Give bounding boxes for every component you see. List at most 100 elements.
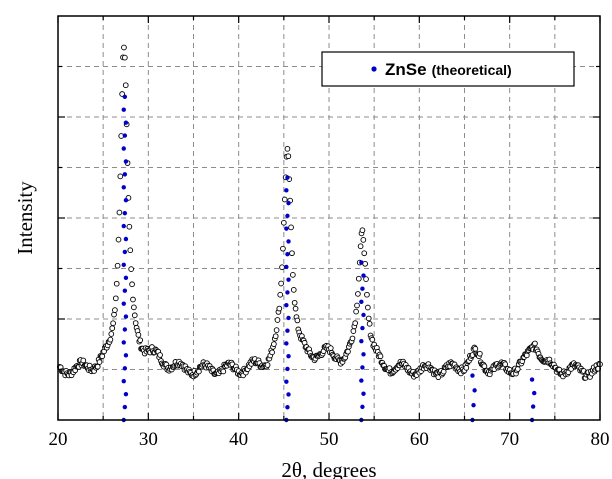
data-point-theoretical <box>284 226 289 231</box>
data-point-experimental <box>157 352 163 358</box>
data-point-theoretical <box>286 239 291 244</box>
x-tick-label: 30 <box>139 429 158 450</box>
data-point-theoretical <box>359 378 364 383</box>
x-tick-label: 80 <box>591 429 610 450</box>
data-point-theoretical <box>121 185 126 190</box>
data-point-experimental <box>264 362 271 368</box>
data-point-theoretical <box>361 352 366 357</box>
data-point-experimental <box>115 236 122 243</box>
x-tick-label: 50 <box>320 429 339 450</box>
data-point-experimental <box>364 291 370 298</box>
data-point-theoretical <box>532 390 537 396</box>
x-tick-labels: 20 30 40 50 60 70 80 <box>49 429 610 450</box>
data-point-experimental <box>121 44 127 51</box>
data-point-theoretical <box>360 365 365 370</box>
data-point-experimental <box>349 335 356 342</box>
data-point-theoretical <box>121 262 126 268</box>
data-point-experimental <box>354 302 360 309</box>
data-point-experimental <box>117 173 124 180</box>
data-point-theoretical <box>123 391 129 397</box>
legend-entry-label: ZnSe (theoretical) <box>385 60 512 79</box>
data-point-experimental <box>111 311 117 318</box>
data-point-experimental <box>113 280 120 287</box>
data-point-experimental <box>359 227 366 234</box>
data-point-experimental <box>121 54 128 61</box>
data-point-experimental <box>271 341 277 347</box>
data-point-theoretical <box>122 288 128 293</box>
data-point-theoretical <box>121 223 126 229</box>
data-point-experimental <box>273 327 280 333</box>
data-point-theoretical <box>123 314 129 319</box>
data-point-theoretical <box>122 404 128 410</box>
data-point-experimental <box>290 272 296 278</box>
legend-box <box>321 51 575 87</box>
data-point-theoretical <box>123 159 129 164</box>
data-point-theoretical <box>122 172 128 177</box>
data-point-experimental <box>355 291 361 297</box>
data-point-theoretical <box>285 405 290 410</box>
data-point-experimental <box>284 145 291 152</box>
data-point-experimental <box>357 243 364 250</box>
data-point-theoretical <box>123 275 129 280</box>
data-point-theoretical <box>360 404 365 410</box>
data-point-experimental <box>327 345 334 351</box>
data-point-experimental <box>291 299 298 306</box>
data-point-experimental <box>96 359 103 365</box>
data-point-theoretical <box>122 210 128 216</box>
experimental-series <box>56 44 603 381</box>
data-point-experimental <box>110 320 116 327</box>
data-point-experimental <box>135 332 142 338</box>
y-axis-label: Intensity <box>13 181 37 255</box>
data-point-theoretical <box>123 353 129 358</box>
data-point-experimental <box>281 196 288 203</box>
data-point-theoretical <box>359 260 364 265</box>
data-point-experimental <box>94 363 101 370</box>
data-point-experimental <box>294 317 301 324</box>
data-point-experimental <box>112 307 118 313</box>
data-point-theoretical <box>122 327 128 332</box>
data-point-experimental <box>108 331 115 337</box>
data-point-theoretical <box>286 277 291 282</box>
data-point-theoretical <box>360 325 365 331</box>
data-point-experimental <box>364 304 371 311</box>
data-point-theoretical <box>122 133 128 138</box>
data-point-theoretical <box>284 379 289 384</box>
data-point-experimental <box>112 295 119 302</box>
data-point-experimental <box>292 305 299 312</box>
data-point-theoretical <box>285 251 290 257</box>
data-point-theoretical <box>284 341 289 346</box>
data-point-theoretical <box>284 264 289 270</box>
data-point-experimental <box>272 333 279 340</box>
x-tick-label: 60 <box>410 429 429 450</box>
data-point-experimental <box>269 349 275 356</box>
data-point-experimental <box>285 153 292 160</box>
data-point-experimental <box>360 237 367 243</box>
data-point-theoretical <box>285 175 290 180</box>
data-point-experimental <box>280 219 287 226</box>
data-point-experimental <box>363 276 369 282</box>
data-point-experimental <box>107 336 114 343</box>
legend-series-name: ZnSe <box>385 60 427 79</box>
data-point-theoretical <box>529 377 535 382</box>
data-point-experimental <box>477 350 483 357</box>
data-point-theoretical <box>471 402 476 408</box>
data-point-theoretical <box>121 301 126 306</box>
data-point-theoretical <box>122 94 128 100</box>
data-point-experimental <box>355 275 362 282</box>
data-point-experimental <box>131 312 138 319</box>
x-tick-marks <box>57 16 601 420</box>
data-point-theoretical <box>286 354 291 359</box>
data-point-theoretical <box>286 200 291 206</box>
data-point-theoretical <box>123 198 129 203</box>
data-point-experimental <box>128 266 135 272</box>
data-point-experimental <box>514 366 521 372</box>
x-tick-label: 40 <box>229 429 248 450</box>
data-point-experimental <box>345 348 351 355</box>
data-point-theoretical <box>122 249 128 255</box>
data-point-experimental <box>279 264 285 271</box>
data-point-experimental <box>126 223 133 230</box>
data-point-experimental <box>80 357 87 364</box>
data-point-experimental <box>481 363 488 370</box>
legend-marker-dot <box>371 66 377 72</box>
